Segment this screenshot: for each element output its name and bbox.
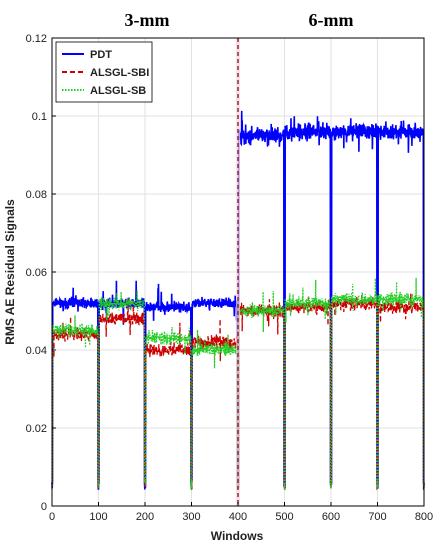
y-axis-label: RMS AE Residual Signals bbox=[3, 199, 17, 345]
y-tick-label: 0.08 bbox=[26, 189, 47, 201]
x-tick-label: 100 bbox=[89, 511, 107, 523]
x-tick-label: 600 bbox=[322, 511, 340, 523]
x-tick-label: 0 bbox=[49, 511, 55, 523]
region-label-left: 3-mm bbox=[125, 10, 170, 30]
x-tick-label: 500 bbox=[275, 511, 293, 523]
y-tick-label: 0 bbox=[41, 501, 47, 513]
y-tick-label: 0.02 bbox=[26, 423, 47, 435]
y-tick-label: 0.12 bbox=[26, 33, 47, 45]
legend: PDT ALSGL-SBI ALSGL-SB bbox=[55, 41, 153, 103]
x-tick-label: 300 bbox=[182, 511, 200, 523]
legend-label: ALSGL-SBI bbox=[90, 67, 149, 79]
y-tick-label: 0.1 bbox=[32, 111, 47, 123]
legend-label: PDT bbox=[90, 49, 112, 61]
legend-label: ALSGL-SB bbox=[90, 85, 146, 97]
x-tick-label: 200 bbox=[136, 511, 154, 523]
x-tick-label: 800 bbox=[415, 511, 433, 523]
x-axis-label: Windows bbox=[211, 529, 264, 543]
x-axis-ticks: 0 100 200 300 400 500 600 700 800 bbox=[49, 502, 433, 523]
region-label-right: 6-mm bbox=[309, 10, 354, 30]
x-tick-label: 700 bbox=[368, 511, 386, 523]
x-tick-label: 400 bbox=[229, 511, 247, 523]
y-axis-ticks: 0 0.02 0.04 0.06 0.08 0.1 0.12 bbox=[26, 33, 56, 513]
y-tick-label: 0.06 bbox=[26, 267, 47, 279]
divider-layer bbox=[236, 38, 240, 506]
y-tick-label: 0.04 bbox=[26, 345, 47, 357]
